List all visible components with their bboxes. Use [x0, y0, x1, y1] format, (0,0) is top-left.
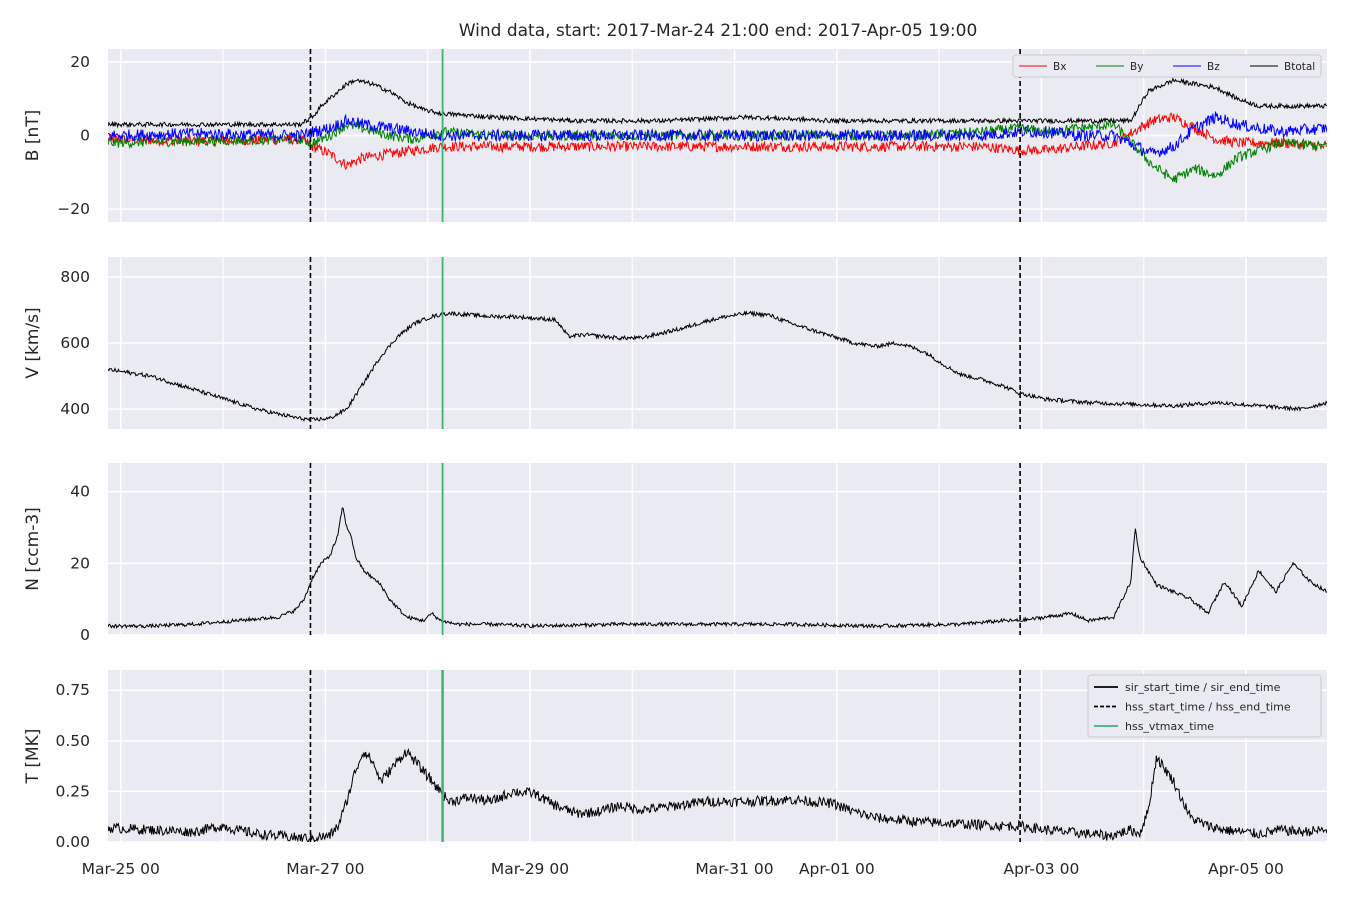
x-tick-label: Apr-03 00	[1004, 860, 1080, 878]
legend-box	[1087, 674, 1322, 738]
legend-entry-label: By	[1130, 61, 1143, 73]
y-tick-label: 20	[70, 53, 90, 71]
panel-N: 40 20 0 N [ccm-3]	[23, 463, 1327, 644]
legend-box	[1012, 54, 1322, 78]
series-group	[108, 507, 1327, 630]
x-tick-label: Apr-01 00	[799, 860, 875, 878]
legend-entry-label: hss_vtmax_time	[1125, 720, 1214, 733]
y-tick-label: 40	[70, 483, 90, 501]
y-tick-label: 20	[70, 554, 90, 572]
y-axis-label: V [km/s]	[23, 307, 43, 378]
legend-entry-label: Bz	[1207, 61, 1220, 73]
series-line-T	[108, 747, 1327, 842]
y-tick-label: 0.50	[55, 732, 90, 750]
legend-b: Bx By Bz Btotal	[1012, 54, 1322, 78]
y-axis-label: N [ccm-3]	[23, 507, 43, 591]
x-tick-label: Mar-25 00	[82, 860, 160, 878]
legend-entry-label: hss_start_time / hss_end_time	[1125, 701, 1291, 714]
y-tick-label: 0.75	[55, 681, 90, 699]
y-tick-label: 0.00	[55, 833, 90, 851]
y-tick-label: 600	[60, 334, 90, 352]
y-axis-label: B [nT]	[23, 110, 43, 162]
panel-T: 0.75 0.50 0.25 0.00 T [MK] sir_start_time / s…	[23, 670, 1327, 851]
y-tick-label: −20	[57, 200, 90, 218]
x-tick-labels: Mar-25 00 Mar-27 00 Mar-29 00 Mar-31 00 Apr-…	[82, 860, 1284, 878]
legend-entry-label: Bx	[1053, 61, 1066, 73]
y-tick-label: 0	[80, 626, 90, 644]
x-tick-label: Mar-27 00	[286, 860, 364, 878]
x-tick-label: Mar-29 00	[491, 860, 569, 878]
y-tick-label: 400	[60, 400, 90, 418]
y-tick-label: 0.25	[55, 782, 90, 800]
panel-B: 20 0 −20 B [nT] Bx By Bz Btotal	[23, 49, 1327, 222]
chart-title: Wind data, start: 2017-Mar-24 21:00 end:…	[459, 21, 978, 41]
series-group	[108, 747, 1327, 842]
y-tick-label: 800	[60, 268, 90, 286]
legend-entry-label: sir_start_time / sir_end_time	[1125, 681, 1281, 694]
legend-t: sir_start_time / sir_end_time hss_start_t…	[1087, 674, 1322, 738]
x-tick-label: Mar-31 00	[695, 860, 773, 878]
panel-V: 800 600 400 V [km/s]	[23, 257, 1327, 429]
y-axis-label: T [MK]	[23, 729, 43, 785]
legend-entry-label: Btotal	[1284, 61, 1315, 73]
series-line-N	[108, 507, 1327, 630]
y-tick-label: 0	[80, 127, 90, 145]
x-tick-label: Apr-05 00	[1208, 860, 1284, 878]
